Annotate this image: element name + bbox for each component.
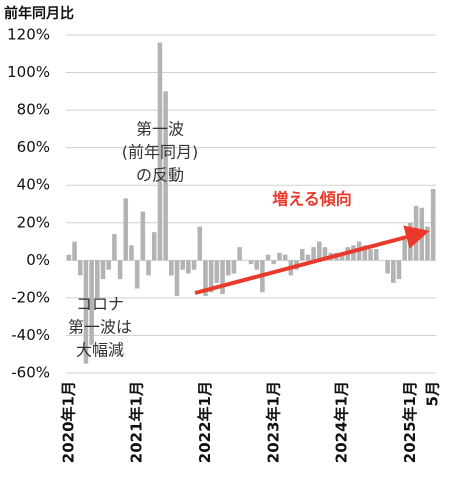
y-tick-label: 60% — [17, 138, 50, 156]
annotation: (前年同月) — [122, 143, 199, 162]
bar — [430, 188, 436, 261]
bar — [225, 260, 231, 276]
bar — [322, 247, 328, 261]
x-tick-label: 2023年1月 — [264, 381, 282, 463]
y-axis-label: 前年同月比 — [4, 5, 74, 22]
annotation: 大幅減 — [76, 341, 124, 360]
bar — [237, 247, 242, 261]
bar — [169, 260, 174, 276]
trend-arrow — [194, 225, 430, 295]
y-tick-label: -40% — [11, 326, 50, 344]
bar — [248, 260, 254, 265]
bar — [106, 260, 111, 270]
y-tick-label: -60% — [11, 364, 50, 382]
y-tick-label: 0% — [26, 251, 50, 269]
bar — [362, 245, 368, 261]
bar — [134, 260, 140, 289]
annotation: コロナ — [76, 295, 124, 314]
bar — [231, 260, 237, 274]
bar — [373, 249, 379, 261]
bar — [66, 254, 72, 261]
bar — [311, 247, 316, 261]
bar — [203, 260, 208, 297]
bar — [368, 249, 373, 261]
bar — [277, 252, 282, 261]
bar — [186, 260, 191, 274]
bar — [95, 260, 100, 298]
y-tick-label: 20% — [17, 213, 50, 231]
bar — [254, 260, 259, 270]
y-tick-label: 120% — [7, 26, 50, 44]
bar — [402, 239, 407, 261]
bar — [220, 260, 225, 295]
bar — [163, 91, 168, 261]
bar — [396, 260, 402, 280]
bar — [129, 245, 134, 261]
x-tick-label: 2020年1月 — [59, 381, 77, 463]
bar — [117, 260, 123, 280]
bar — [299, 249, 305, 261]
annotation: の反動 — [136, 166, 184, 185]
bar — [112, 234, 117, 261]
bar — [408, 222, 413, 261]
bar — [385, 260, 390, 274]
annotation: 第一波 — [136, 120, 184, 139]
bar — [339, 252, 345, 261]
bar — [282, 254, 288, 261]
bar — [191, 260, 197, 270]
annotation: 第一波は — [68, 318, 132, 337]
x-tick-label: 2022年1月 — [196, 381, 214, 463]
bar — [265, 254, 271, 261]
bar — [77, 260, 83, 276]
y-tick-label: 100% — [7, 63, 50, 81]
bar — [157, 42, 163, 261]
x-tick-label: 2024年1月 — [333, 381, 351, 463]
bar — [140, 211, 146, 261]
bar — [83, 260, 89, 364]
bar — [89, 260, 94, 345]
bar — [151, 232, 157, 261]
y-tick-label: 80% — [17, 101, 50, 119]
x-tick-label: 5月 — [424, 381, 442, 406]
bar — [123, 198, 129, 261]
x-tick-label: 2021年1月 — [128, 381, 146, 463]
bar — [180, 260, 185, 270]
bar — [271, 260, 277, 265]
bar — [197, 226, 203, 261]
bar — [425, 226, 430, 261]
y-tick-label: -20% — [11, 288, 50, 306]
bar — [174, 260, 180, 297]
bar — [72, 241, 77, 261]
bar — [391, 260, 396, 283]
bar — [100, 260, 106, 280]
x-tick-label: 2025年1月 — [401, 381, 419, 463]
bar — [419, 207, 425, 261]
bar — [305, 254, 311, 261]
bar — [317, 241, 322, 261]
y-tick-label: 40% — [17, 176, 50, 194]
bar — [214, 260, 220, 283]
bar — [208, 260, 214, 293]
annotation: 増える傾向 — [272, 190, 352, 209]
bar — [146, 260, 151, 276]
